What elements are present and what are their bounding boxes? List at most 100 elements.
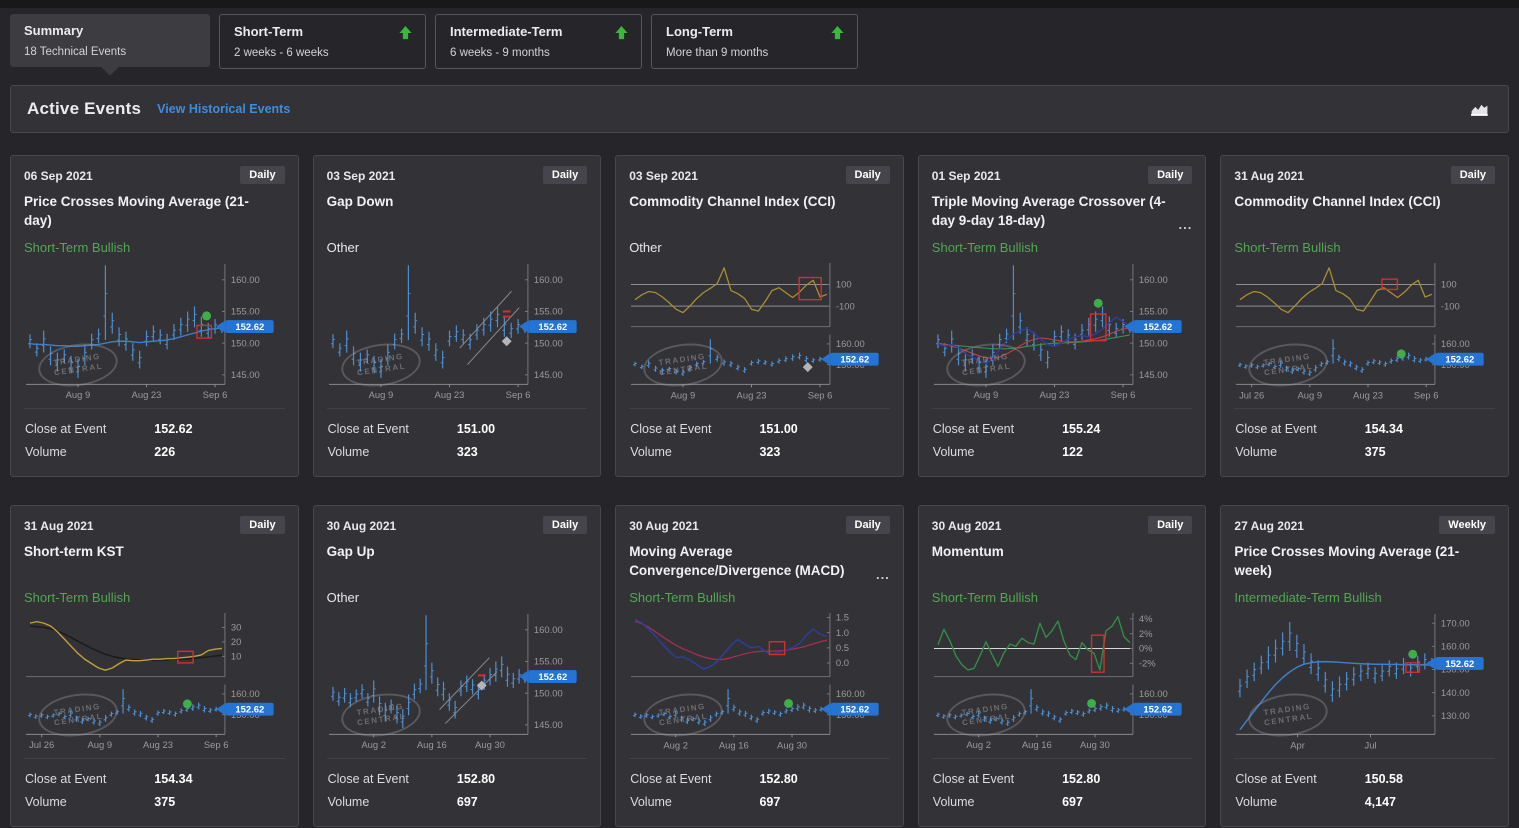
tab-intermediate-term[interactable]: Intermediate-Term 6 weeks - 9 months xyxy=(435,14,642,69)
svg-text:1.0: 1.0 xyxy=(836,628,849,639)
period-badge: Weekly xyxy=(1439,516,1495,534)
svg-text:150.00: 150.00 xyxy=(533,338,562,349)
close-at-event-value: 150.58 xyxy=(1364,772,1403,787)
svg-text:160.00: 160.00 xyxy=(231,275,260,286)
svg-text:-2%: -2% xyxy=(1139,658,1156,669)
svg-text:Aug 9: Aug 9 xyxy=(1298,390,1323,401)
svg-text:20: 20 xyxy=(231,637,242,648)
svg-text:-100: -100 xyxy=(836,301,855,312)
event-card[interactable]: 03 Sep 2021 Daily Commodity Channel Inde… xyxy=(615,155,904,477)
svg-text:Aug 9: Aug 9 xyxy=(66,390,91,401)
svg-text:10: 10 xyxy=(231,652,242,663)
event-stats: Close at Event 151.00 Volume 323 xyxy=(629,408,890,478)
more-indicator[interactable]: ... xyxy=(875,567,890,582)
volume-value: 323 xyxy=(759,445,781,460)
event-card[interactable]: 30 Aug 2021 Daily Gap Up Other 160.00 155… xyxy=(312,505,602,827)
svg-text:152.62: 152.62 xyxy=(235,705,264,716)
svg-text:140.00: 140.00 xyxy=(1441,688,1470,699)
volume-value: 697 xyxy=(759,795,781,810)
svg-text:1.5: 1.5 xyxy=(836,613,849,624)
event-card[interactable]: 30 Aug 2021 Daily Momentum Short-Term Bu… xyxy=(917,505,1207,827)
volume-label: Volume xyxy=(1235,445,1278,460)
tab-short-term[interactable]: Short-Term 2 weeks - 6 weeks xyxy=(219,14,426,69)
svg-text:Aug 9: Aug 9 xyxy=(671,390,696,401)
svg-text:152.62: 152.62 xyxy=(1446,659,1475,670)
events-grid: 06 Sep 2021 Daily Price Crosses Moving A… xyxy=(10,155,1509,827)
svg-text:Aug 23: Aug 23 xyxy=(1039,390,1069,401)
more-indicator[interactable]: ... xyxy=(1178,217,1193,232)
event-stats: Close at Event 154.34 Volume 375 xyxy=(24,758,285,828)
volume-label: Volume xyxy=(1235,795,1278,810)
svg-text:Aug 2: Aug 2 xyxy=(664,740,689,751)
up-arrow-icon xyxy=(399,25,412,40)
event-title: Price Crosses Moving Average (21-week) xyxy=(1234,544,1460,578)
period-badge: Daily xyxy=(1450,166,1495,184)
svg-text:152.62: 152.62 xyxy=(1143,322,1172,333)
area-chart-icon[interactable] xyxy=(1470,100,1492,118)
volume-label: Volume xyxy=(630,445,672,460)
close-at-event-value: 152.62 xyxy=(154,422,193,437)
term-tabs-row: Summary 18 Technical Events Short-Term 2… xyxy=(0,8,1519,85)
svg-text:160.00: 160.00 xyxy=(231,689,260,700)
svg-text:Aug 23: Aug 23 xyxy=(143,740,173,751)
event-card[interactable]: 31 Aug 2021 Daily Short-term KST Short-T… xyxy=(10,505,299,827)
tab-long-term[interactable]: Long-Term More than 9 months xyxy=(651,14,858,69)
svg-text:Jul 26: Jul 26 xyxy=(1239,390,1264,401)
close-at-event-label: Close at Event xyxy=(1235,772,1317,787)
svg-text:152.62: 152.62 xyxy=(235,322,264,333)
svg-text:152.62: 152.62 xyxy=(841,705,870,716)
period-badge: Daily xyxy=(542,166,588,184)
volume-label: Volume xyxy=(932,795,975,810)
event-date: 27 Aug 2021 xyxy=(1234,519,1304,533)
long-term-title: Long-Term xyxy=(666,24,733,39)
close-at-event-value: 151.00 xyxy=(456,422,496,437)
volume-value: 375 xyxy=(154,795,176,810)
event-stats: Close at Event 154.34 Volume 375 xyxy=(1234,408,1495,478)
volume-value: 375 xyxy=(1364,445,1386,460)
top-strip xyxy=(0,0,1519,8)
event-card[interactable]: 27 Aug 2021 Weekly Price Crosses Moving … xyxy=(1220,505,1509,827)
svg-text:Sep 6: Sep 6 xyxy=(808,390,833,401)
close-at-event-label: Close at Event xyxy=(630,772,712,787)
svg-text:Apr: Apr xyxy=(1291,740,1306,751)
tab-summary[interactable]: Summary 18 Technical Events xyxy=(10,14,210,67)
event-card[interactable]: 03 Sep 2021 Daily Gap Down Other 160.00 1… xyxy=(312,155,602,477)
event-chart: 160.00 155.00 150.00 145.00 Aug 9 Aug 23 Sep 6… xyxy=(327,259,588,408)
volume-label: Volume xyxy=(630,795,672,810)
event-date: 30 Aug 2021 xyxy=(629,519,699,533)
svg-text:152.62: 152.62 xyxy=(538,322,567,333)
event-title: Gap Up xyxy=(326,544,375,559)
signal-label: Short-Term Bullish xyxy=(931,590,1038,605)
svg-text:145.00: 145.00 xyxy=(231,370,260,381)
volume-value: 323 xyxy=(456,445,478,460)
svg-text:160.00: 160.00 xyxy=(836,689,865,700)
event-stats: Close at Event 152.80 Volume 697 xyxy=(629,758,890,828)
svg-text:Aug 2: Aug 2 xyxy=(966,740,991,751)
volume-value: 697 xyxy=(1062,795,1083,810)
volume-label: Volume xyxy=(327,445,370,460)
svg-text:Sep 6: Sep 6 xyxy=(204,740,229,751)
intermediate-term-title: Intermediate-Term xyxy=(450,24,563,39)
svg-text:155.00: 155.00 xyxy=(1139,307,1168,318)
event-stats: Close at Event 155.24 Volume 122 xyxy=(931,408,1193,478)
event-card[interactable]: 30 Aug 2021 Daily Moving Average Converg… xyxy=(615,505,904,827)
event-date: 31 Aug 2021 xyxy=(24,519,94,533)
svg-text:Aug 30: Aug 30 xyxy=(1080,740,1110,751)
volume-label: Volume xyxy=(25,795,67,810)
period-badge: Daily xyxy=(1148,166,1193,184)
summary-subtitle: 18 Technical Events xyxy=(24,46,127,58)
view-historical-events-link[interactable]: View Historical Events xyxy=(157,102,291,116)
close-at-event-value: 155.24 xyxy=(1062,422,1101,437)
svg-text:Aug 2: Aug 2 xyxy=(361,740,386,751)
svg-text:160.00: 160.00 xyxy=(836,339,865,350)
event-card[interactable]: 06 Sep 2021 Daily Price Crosses Moving A… xyxy=(10,155,299,477)
svg-text:Sep 6: Sep 6 xyxy=(203,390,228,401)
event-card[interactable]: 31 Aug 2021 Daily Commodity Channel Inde… xyxy=(1220,155,1509,477)
svg-text:Aug 16: Aug 16 xyxy=(1022,740,1052,751)
signal-label: Intermediate-Term Bullish xyxy=(1234,590,1382,605)
event-card[interactable]: 01 Sep 2021 Daily Triple Moving Average … xyxy=(917,155,1207,478)
event-date: 30 Aug 2021 xyxy=(931,519,1002,533)
short-term-subtitle: 2 weeks - 6 weeks xyxy=(234,47,329,59)
event-chart: 170.00 160.00 150.00 140.00 130.00 Apr Jul 152.… xyxy=(1234,609,1495,758)
